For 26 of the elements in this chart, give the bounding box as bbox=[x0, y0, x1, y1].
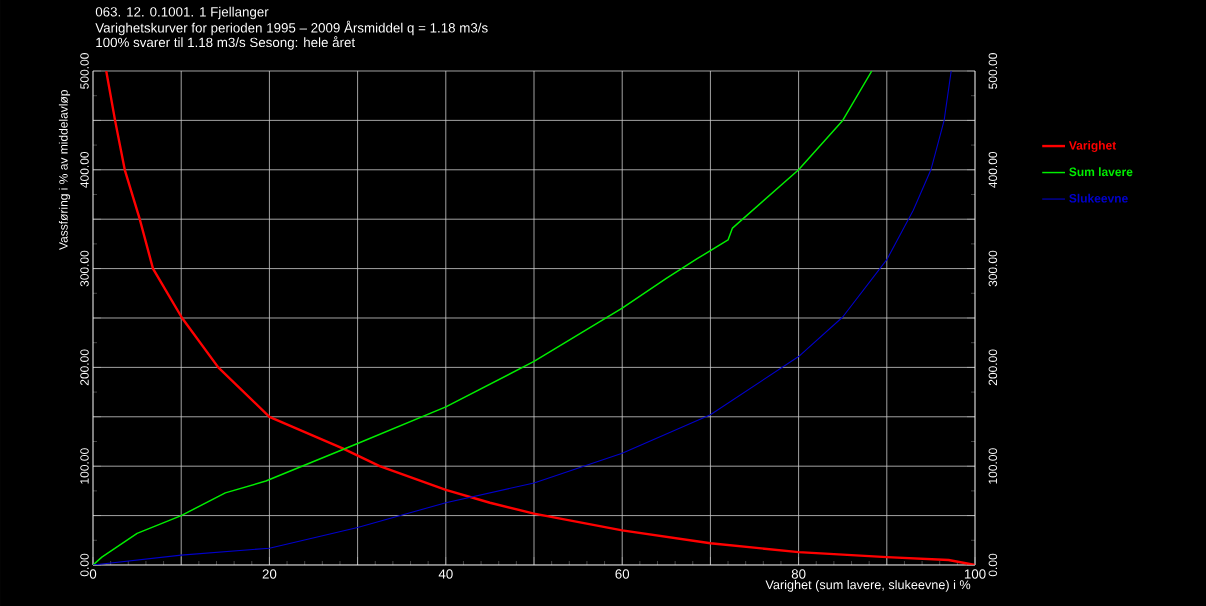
y-tick-label: 500.00 bbox=[80, 53, 89, 89]
legend-label: Sum lavere bbox=[1069, 167, 1133, 177]
y2-tick-label: 200.00 bbox=[988, 349, 998, 386]
y-tick-label: 400.00 bbox=[80, 151, 89, 188]
x-tick-label: 100 bbox=[964, 569, 986, 579]
y2-tick-label: 100.00 bbox=[988, 448, 998, 484]
y-tick-label: 0.00 bbox=[80, 553, 89, 577]
y-tick-label: 100.00 bbox=[80, 448, 89, 484]
x-tick-label: 40 bbox=[438, 569, 453, 579]
x-tick-label: 20 bbox=[262, 569, 277, 579]
y-tick-label: 200.00 bbox=[80, 349, 89, 386]
x-axis-title: Varighet (sum lavere, slukeevne) i % bbox=[765, 579, 971, 592]
chart-title: 063. 12. 0.1001. 1 Fjellanger bbox=[95, 6, 269, 20]
y2-tick-label: 400.00 bbox=[988, 151, 998, 188]
y-axis-title: Vassføring i % av middelavløp bbox=[58, 90, 71, 250]
x-tick-label: 0 bbox=[89, 569, 97, 579]
legend-label: Varighet bbox=[1068, 140, 1117, 153]
y2-tick-label: 300.00 bbox=[988, 250, 998, 287]
legend-label: Slukeevne bbox=[1069, 193, 1128, 203]
x-tick-label: 80 bbox=[791, 569, 806, 579]
text: 100% svarer til 1.18 m3/s Sesong: hele året bbox=[96, 36, 356, 50]
y2-tick-label: 0.00 bbox=[988, 553, 998, 577]
x-tick-label: 60 bbox=[615, 569, 630, 579]
chart-subtitle: Varighetskurver for perioden 1995 – 2009 Årsmiddel q = 1.18 m3/s bbox=[95, 20, 488, 36]
y2-tick-label: 500.00 bbox=[988, 53, 998, 89]
y-tick-label: 300.00 bbox=[80, 250, 89, 287]
